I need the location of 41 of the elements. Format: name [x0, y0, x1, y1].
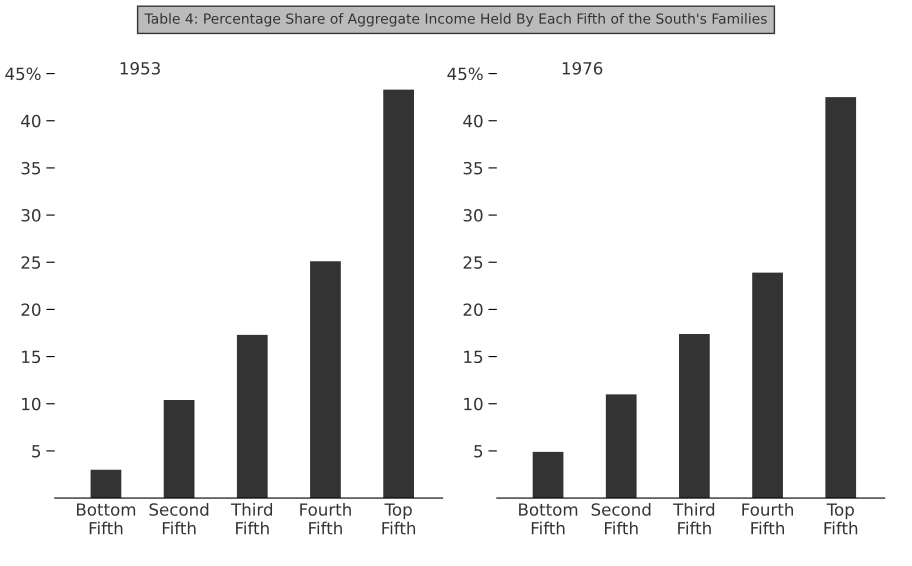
- y-tick-label: 45%: [447, 68, 483, 80]
- bar: [310, 261, 341, 498]
- x-tick-label: Top Fifth: [824, 503, 858, 534]
- y-tick-label: 20: [464, 303, 483, 316]
- y-tick-label: 5: [32, 445, 40, 458]
- bar: [532, 452, 564, 498]
- bar: [383, 90, 414, 498]
- y-tick-label: 40: [21, 114, 40, 128]
- y-tick-label: 15: [464, 350, 482, 364]
- x-tick-label: Fourth Fifth: [300, 502, 351, 534]
- bar: [825, 97, 856, 498]
- x-tick-label: Second Fifth: [150, 502, 208, 534]
- bar: [164, 400, 194, 498]
- x-tick-label: Top Fifth: [382, 503, 416, 534]
- y-tick-label: 5: [474, 445, 482, 458]
- bar: [752, 272, 783, 498]
- x-tick-label: Fourth Fifth: [742, 502, 793, 534]
- y-tick-label: 35: [464, 162, 482, 174]
- y-tick-label: 10: [22, 398, 40, 410]
- y-tick-label: 10: [464, 398, 483, 410]
- bar: [90, 470, 122, 498]
- bar: [679, 334, 710, 498]
- x-tick-label: Third Fifth: [230, 502, 272, 534]
- y-tick-label: 30: [464, 209, 483, 222]
- chart-title: Table 4: Percentage Share of Aggregate Income Held By Each Fifth of the South's Families: [144, 13, 767, 27]
- bar: [236, 334, 268, 498]
- y-tick-label: 20: [22, 303, 40, 316]
- x-tick-label: Bottom Fifth: [77, 503, 136, 534]
- chart-subtitle: 1953: [120, 62, 160, 75]
- y-tick-label: 15: [22, 350, 40, 364]
- y-tick-label: 40: [463, 114, 483, 128]
- x-tick-label: Third Fifth: [673, 502, 714, 534]
- y-tick-label: 25: [464, 256, 482, 269]
- x-tick-label: Bottom Fifth: [519, 503, 578, 534]
- y-tick-label: 45%: [5, 68, 41, 80]
- y-tick-label: 35: [22, 162, 40, 174]
- chart-subtitle: 1976: [562, 62, 602, 75]
- x-tick-label: Second Fifth: [592, 502, 650, 534]
- y-tick-label: 30: [22, 209, 40, 222]
- y-tick-label: 25: [22, 256, 40, 269]
- bar: [606, 394, 637, 498]
